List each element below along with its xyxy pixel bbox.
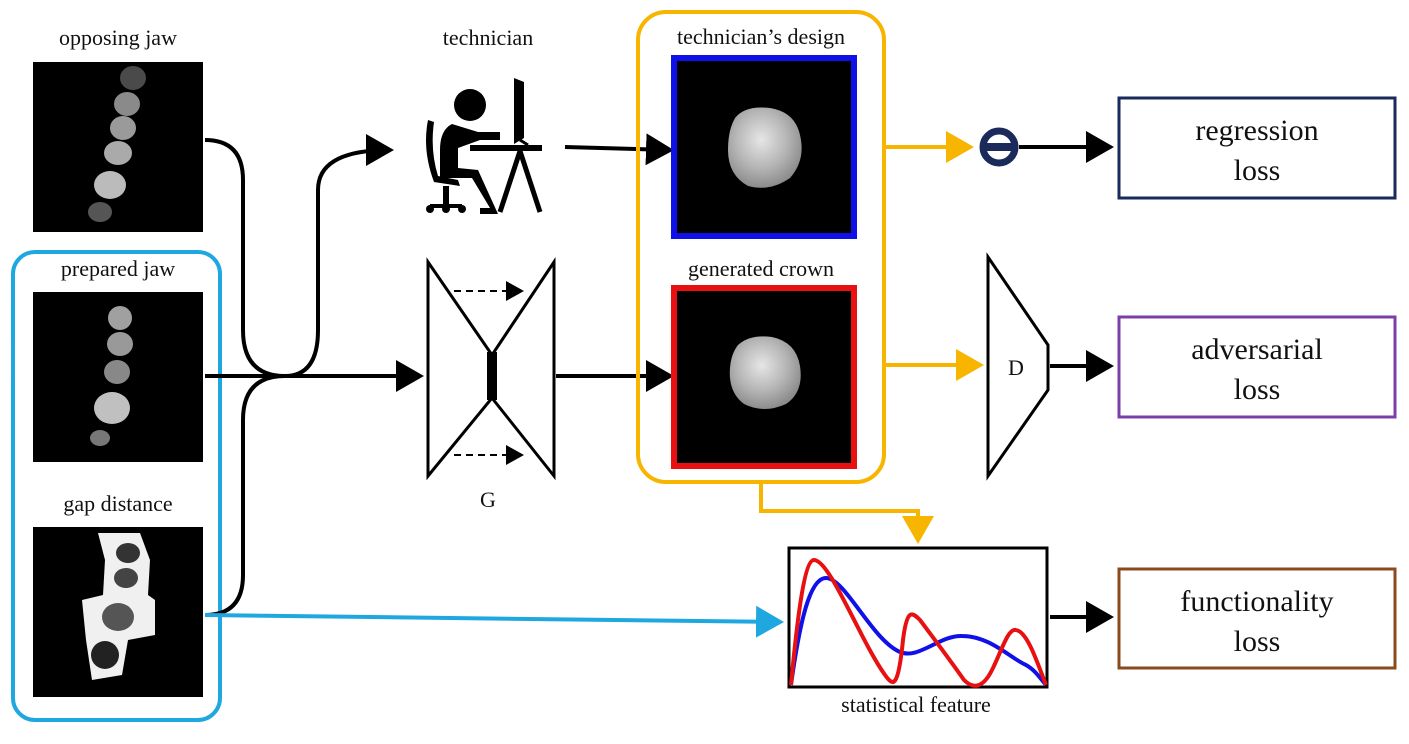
functionality-loss-box: functionality loss <box>1117 567 1397 670</box>
opposing-jaw-image <box>33 62 203 232</box>
technician-design-label: technician’s design <box>677 24 845 49</box>
generated-distribution-curve <box>789 557 1048 688</box>
technician-distribution-curve <box>789 575 1048 687</box>
regression-loss-line2: loss <box>1234 154 1281 187</box>
technician-to-design-arrow <box>564 133 674 166</box>
gap-distance-image <box>33 527 203 697</box>
generator-block <box>426 257 556 481</box>
input-merge-lines <box>204 134 424 617</box>
generated-crown-label: generated crown <box>688 256 834 281</box>
functionality-loss-line2: loss <box>1234 625 1281 658</box>
discriminator-block: D <box>986 252 1050 481</box>
regression-loss-line1: regression <box>1195 114 1318 147</box>
statistical-feature-label: statistical feature <box>841 692 991 717</box>
gap-distance-to-statistics-arrow <box>204 605 784 638</box>
gap-distance-label: gap distance <box>63 491 172 516</box>
discriminator-label: D <box>1008 355 1024 380</box>
adversarial-loss-line2: loss <box>1234 373 1281 406</box>
opposing-jaw-label: opposing jaw <box>59 25 177 50</box>
technician-label: technician <box>443 25 533 50</box>
technician-design-image <box>671 55 857 239</box>
outputs-to-statistics-arrow <box>759 482 934 544</box>
generated-crown-image <box>671 285 857 469</box>
statistical-feature-plot <box>787 546 1049 689</box>
technician-icon <box>426 78 543 214</box>
prepared-jaw-label: prepared jaw <box>61 256 175 281</box>
input-group-frame <box>11 250 222 722</box>
functionality-loss-line1: functionality <box>1180 585 1333 618</box>
generator-label: G <box>480 487 496 512</box>
prepared-jaw-image <box>33 292 203 462</box>
regression-loss-box: regression loss <box>1117 96 1397 200</box>
adversarial-loss-line1: adversarial <box>1191 333 1323 366</box>
difference-operator-icon <box>979 127 1019 167</box>
adversarial-loss-box: adversarial loss <box>1117 315 1397 419</box>
